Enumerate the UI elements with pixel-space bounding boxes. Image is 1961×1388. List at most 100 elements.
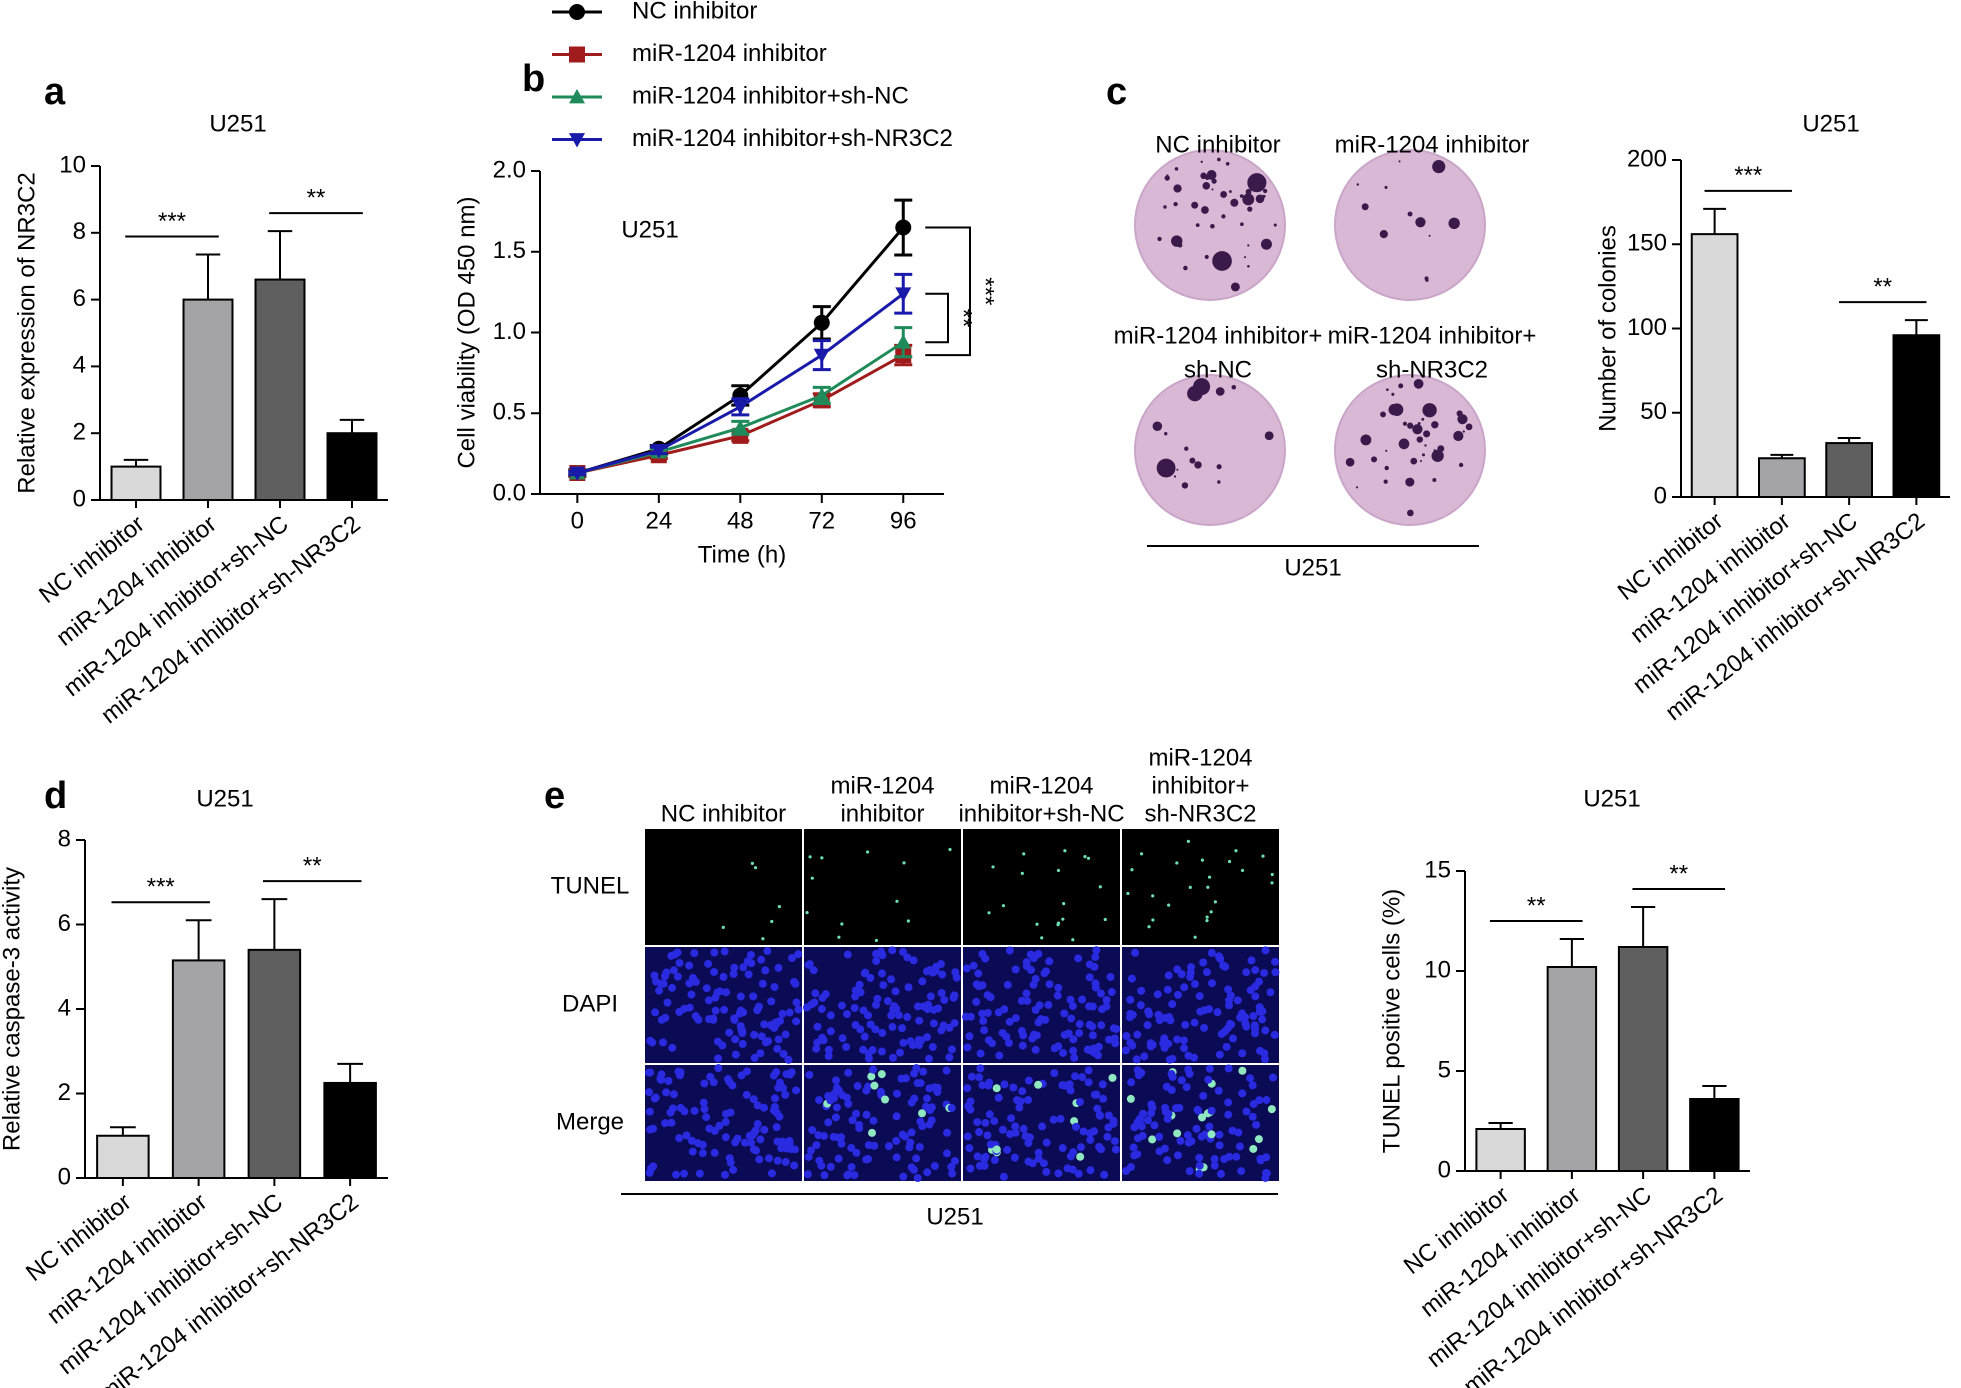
nucleus [978, 1009, 987, 1018]
tunel-spot [1205, 919, 1209, 923]
nucleus [942, 1066, 951, 1075]
nucleus [860, 1032, 869, 1041]
nucleus [655, 986, 664, 995]
nucleus [1075, 1029, 1084, 1038]
nucleus [888, 1053, 897, 1062]
nucleus [706, 1072, 715, 1081]
colony [1448, 217, 1460, 230]
nucleus [785, 1136, 794, 1145]
nucleus [1034, 949, 1043, 958]
data-point [813, 348, 830, 364]
nucleus [781, 1158, 790, 1167]
nucleus [1207, 1130, 1216, 1139]
nucleus [871, 1000, 880, 1009]
nucleus [729, 1165, 738, 1174]
nucleus [897, 1074, 906, 1083]
nucleus [661, 1119, 670, 1128]
nucleus [1066, 995, 1075, 1004]
nucleus [725, 1077, 734, 1086]
nucleus [1102, 995, 1111, 1004]
nucleus [862, 1110, 871, 1119]
nucleus [918, 1122, 927, 1131]
tunel-spot [1001, 904, 1006, 908]
nucleus [1199, 1091, 1208, 1100]
legend-label: miR-1204 inhibitor+sh-NC [632, 82, 909, 109]
colony [1457, 414, 1468, 425]
nucleus [1004, 1039, 1013, 1048]
nucleus [1092, 946, 1101, 955]
nucleus [1108, 1073, 1117, 1082]
x-tick-label: miR-1204 inhibitor+sh-NR3C2 [94, 1188, 363, 1388]
bar [254, 278, 306, 501]
nucleus [693, 1139, 702, 1148]
nucleus [754, 1002, 763, 1011]
y-tick-label: 2.0 [493, 156, 526, 183]
nucleus [1200, 1023, 1209, 1032]
colony [1410, 457, 1418, 465]
nucleus [815, 1156, 824, 1165]
nucleus [1038, 1122, 1047, 1131]
tunel-spot [1098, 885, 1102, 889]
colony [1177, 242, 1183, 248]
data-point [895, 287, 912, 302]
nucleus [824, 1045, 833, 1054]
colony [1220, 191, 1228, 198]
nucleus [1095, 1142, 1104, 1151]
nucleus [925, 1054, 934, 1063]
colony [1386, 388, 1389, 392]
nucleus [1224, 1110, 1233, 1119]
nucleus [702, 1113, 711, 1122]
nucleus [715, 1121, 724, 1130]
nucleus [1045, 957, 1054, 966]
nucleus [978, 1081, 987, 1090]
colony [1402, 421, 1408, 426]
tunel-spot [1103, 917, 1107, 922]
nucleus [936, 960, 945, 969]
nucleus [877, 969, 886, 978]
nucleus [995, 1051, 1004, 1060]
nucleus [992, 1145, 1001, 1154]
nucleus [1180, 983, 1189, 992]
tunel-spot [895, 899, 899, 903]
y-tick-label: 6 [58, 910, 71, 937]
nucleus [1019, 1031, 1028, 1040]
nucleus [1011, 1122, 1020, 1131]
tunel-spot [906, 919, 910, 923]
colony [1230, 198, 1239, 207]
nucleus [1084, 1066, 1093, 1075]
nucleus [742, 1090, 751, 1099]
nucleus [969, 961, 978, 970]
nucleus [1214, 1086, 1223, 1095]
nucleus [719, 972, 728, 981]
y-axis-label: Cell viability (OD 450 nm) [453, 196, 480, 468]
nucleus [923, 1033, 932, 1042]
tunel-spot [1151, 918, 1155, 922]
nucleus [1199, 958, 1208, 967]
nucleus [1224, 985, 1233, 994]
nucleus [1215, 1130, 1224, 1139]
nucleus [771, 1094, 780, 1103]
nucleus [938, 970, 947, 979]
tunel-spot [1063, 849, 1067, 853]
nucleus [1129, 1143, 1138, 1152]
nucleus [894, 1011, 903, 1020]
nucleus [930, 1083, 939, 1092]
nucleus [1067, 1014, 1076, 1023]
significance-label: ** [303, 852, 322, 879]
nucleus [803, 1170, 812, 1179]
nucleus [1163, 1156, 1172, 1165]
nucleus [979, 1016, 988, 1025]
nucleus [907, 1098, 916, 1107]
nucleus [844, 1099, 853, 1108]
colony [1419, 460, 1422, 463]
nucleus [668, 1043, 677, 1052]
nucleus [973, 1152, 982, 1161]
nucleus [1177, 1076, 1186, 1085]
nucleus [656, 1074, 665, 1083]
colony [1398, 383, 1404, 389]
tunel-spot [1061, 917, 1065, 921]
nucleus [1248, 1112, 1257, 1121]
nucleus [1078, 995, 1087, 1004]
nucleus [746, 951, 755, 960]
significance-label: *** [147, 874, 175, 901]
